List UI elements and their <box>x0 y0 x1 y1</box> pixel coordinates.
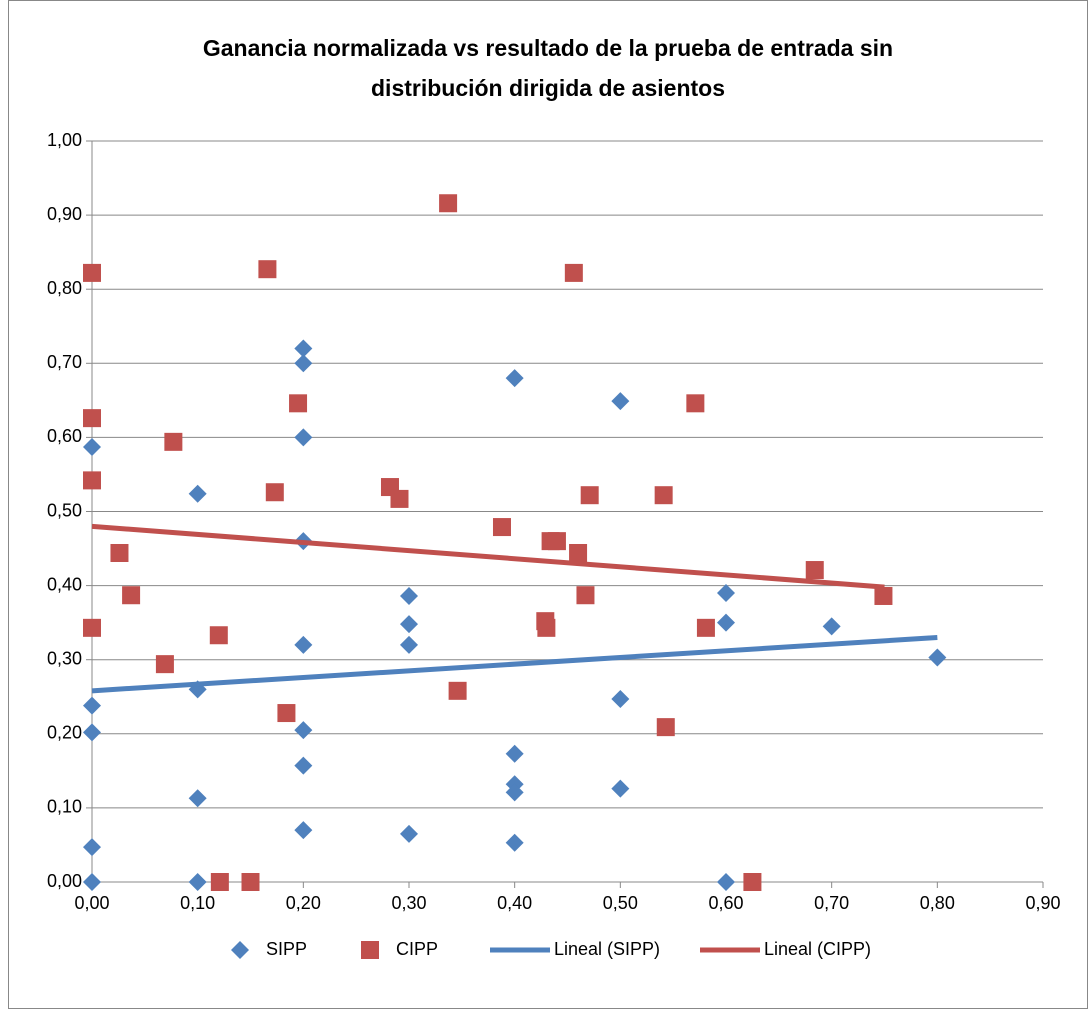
y-tick-label: 0,70 <box>47 352 82 372</box>
y-tick-label: 0,20 <box>47 723 82 743</box>
diamond-point <box>294 339 313 358</box>
diamond-point <box>400 824 418 843</box>
diamond-point <box>83 438 101 457</box>
y-tick-label: 0,30 <box>47 648 82 668</box>
x-tick-label: 0,40 <box>497 893 532 913</box>
x-tick-label: 0,80 <box>920 893 955 913</box>
y-tick-label: 0,00 <box>47 871 82 891</box>
diamond-point <box>505 744 524 763</box>
diamond-point <box>294 635 313 654</box>
square-point <box>277 704 296 723</box>
legend-label: CIPP <box>396 939 438 959</box>
diamond-point <box>294 821 313 840</box>
square-point <box>654 486 673 505</box>
legend-label: SIPP <box>266 939 307 959</box>
square-point <box>547 532 566 551</box>
square-point <box>805 561 824 580</box>
legend-marker <box>231 941 249 959</box>
square-point <box>564 263 583 282</box>
square-point <box>686 394 705 413</box>
diamond-point <box>294 721 313 740</box>
y-tick-label: 0,10 <box>47 797 82 817</box>
square-point <box>110 543 129 562</box>
x-tick-label: 0,90 <box>1025 893 1060 913</box>
square-point <box>122 586 141 605</box>
square-point <box>83 263 101 282</box>
diamond-point <box>294 354 313 373</box>
square-point <box>155 655 174 674</box>
diamond-point <box>611 689 630 708</box>
x-tick-label: 0,30 <box>391 893 426 913</box>
square-point <box>164 432 183 451</box>
diamond-point <box>717 584 735 603</box>
legend-marker <box>361 941 379 959</box>
square-point <box>656 718 675 737</box>
diamond-point <box>400 635 418 654</box>
square-point <box>492 518 511 537</box>
diamond-point <box>188 484 207 503</box>
x-tick-label: 0,20 <box>286 893 321 913</box>
chart-title: distribución dirigida de asientos <box>371 75 725 101</box>
diamond-point <box>822 617 841 636</box>
x-tick-label: 0,50 <box>603 893 638 913</box>
diamond-point <box>611 779 630 798</box>
diamond-point <box>400 615 418 634</box>
y-tick-label: 1,00 <box>47 130 82 150</box>
square-point <box>448 681 467 700</box>
square-point <box>209 626 228 645</box>
diamond-point <box>83 838 101 857</box>
x-tick-label: 0,60 <box>708 893 743 913</box>
diamond-point <box>928 648 947 667</box>
diamond-point <box>400 586 418 605</box>
chart-title: Ganancia normalizada vs resultado de la … <box>203 35 893 61</box>
square-point <box>696 618 715 637</box>
legend-label: Lineal (SIPP) <box>554 939 660 959</box>
x-tick-label: 0,10 <box>180 893 215 913</box>
y-tick-label: 0,50 <box>47 500 82 520</box>
diamond-point <box>83 723 101 742</box>
diamond-point <box>294 428 313 447</box>
x-tick-label: 0,00 <box>74 893 109 913</box>
square-point <box>258 260 277 279</box>
square-point <box>289 394 308 413</box>
diamond-point <box>505 833 524 852</box>
diamond-point <box>611 392 630 411</box>
square-point <box>874 586 893 605</box>
square-point <box>576 586 595 605</box>
legend-label: Lineal (CIPP) <box>764 939 871 959</box>
diamond-point <box>83 696 101 715</box>
x-tick-label: 0,70 <box>814 893 849 913</box>
trendline <box>91 523 885 590</box>
square-point <box>83 409 101 428</box>
diamond-point <box>505 783 524 802</box>
square-point <box>83 618 101 637</box>
square-point <box>241 873 260 891</box>
square-point <box>210 873 229 891</box>
y-tick-label: 0,90 <box>47 204 82 224</box>
square-point <box>743 873 762 891</box>
chart-frame <box>8 0 1088 1009</box>
square-point <box>439 194 458 213</box>
diamond-point <box>505 369 524 388</box>
square-point <box>83 471 101 490</box>
square-point <box>580 486 599 505</box>
square-point <box>265 483 284 502</box>
y-tick-label: 0,60 <box>47 426 82 446</box>
trendline <box>91 634 938 694</box>
diamond-point <box>83 873 101 891</box>
square-point <box>537 618 556 637</box>
diamond-point <box>188 789 207 808</box>
square-point <box>569 543 588 562</box>
y-tick-label: 0,80 <box>47 278 82 298</box>
diamond-point <box>294 756 313 775</box>
diamond-point <box>717 613 735 632</box>
y-tick-label: 0,40 <box>47 574 82 594</box>
square-point <box>390 489 409 508</box>
diamond-point <box>188 873 207 891</box>
diamond-point <box>717 873 735 891</box>
